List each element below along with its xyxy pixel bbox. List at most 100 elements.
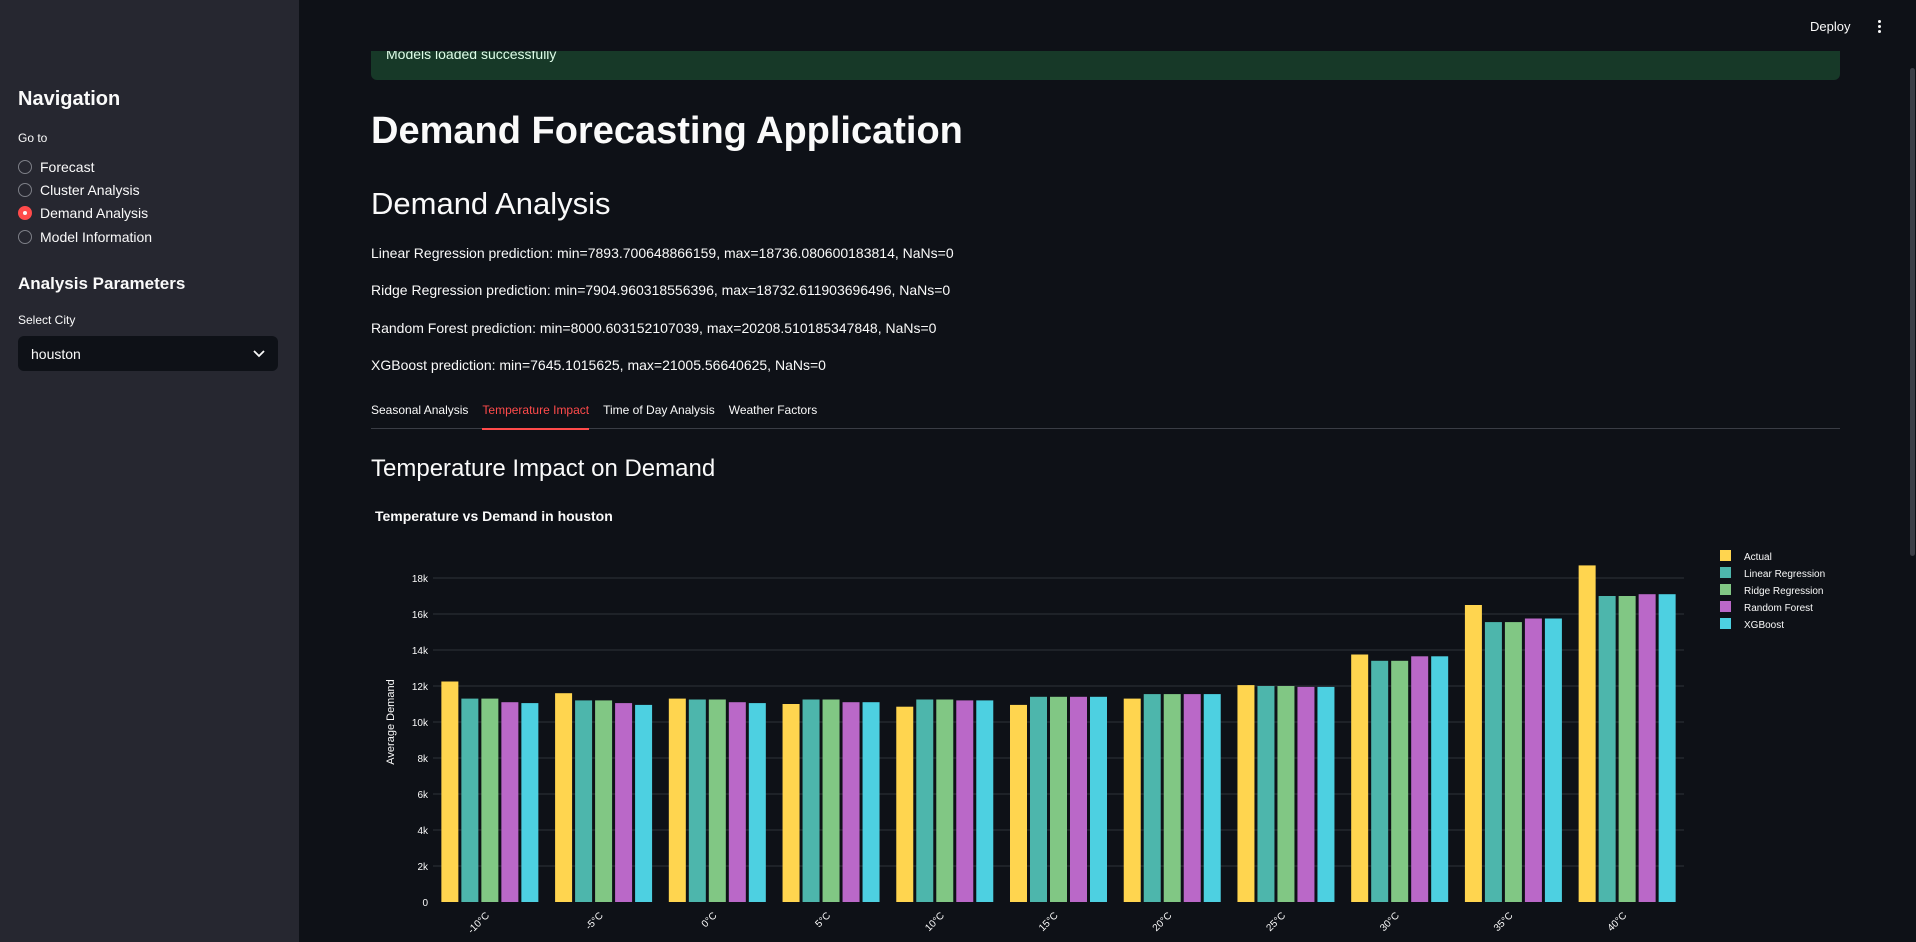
x-tick-label: 5°C: [814, 910, 834, 930]
bar-xgboost: [521, 703, 539, 902]
legend-swatch: [1720, 618, 1731, 629]
tab-seasonal-analysis[interactable]: Seasonal Analysis: [371, 403, 469, 417]
radio-selected-icon: [18, 206, 32, 221]
prediction-line: Linear Regression prediction: min=7893.7…: [371, 245, 954, 261]
y-tick-label: 12k: [412, 682, 429, 693]
radio-unselected-icon: [18, 159, 32, 174]
nav-option-demand-analysis[interactable]: Demand Analysis: [18, 202, 152, 225]
bar-linear-regression: [916, 699, 934, 902]
nav-option-label: Forecast: [40, 158, 95, 175]
bar-ridge-regression: [822, 699, 840, 902]
x-tick-label: 40°C: [1606, 910, 1630, 934]
x-tick-label: 15°C: [1037, 910, 1061, 934]
legend-swatch: [1720, 550, 1731, 561]
sidebar: Navigation Go to Forecast Cluster Analysi…: [0, 0, 299, 942]
legend-swatch: [1720, 601, 1731, 612]
bar-linear-regression: [688, 699, 706, 902]
bar-ridge-regression: [936, 699, 954, 902]
bar-random-forest: [615, 703, 633, 902]
x-tick-label: 30°C: [1378, 910, 1402, 934]
bar-linear-regression: [575, 700, 593, 902]
legend-label: Linear Regression: [1744, 569, 1825, 580]
bar-random-forest: [842, 702, 860, 902]
x-tick-label: 20°C: [1151, 910, 1175, 934]
subsection-title: Temperature Impact on Demand: [371, 455, 716, 482]
bar-linear-regression: [461, 698, 479, 902]
bar-xgboost: [1431, 656, 1449, 902]
tab-temperature-impact[interactable]: Temperature Impact: [482, 398, 589, 430]
prediction-line: Ridge Regression prediction: min=7904.96…: [371, 282, 951, 298]
y-tick-label: 8k: [417, 754, 429, 765]
bar-ridge-regression: [595, 700, 613, 902]
bar-random-forest: [1297, 686, 1315, 902]
nav-option-label: Model Information: [40, 228, 153, 245]
scrollbar[interactable]: [1910, 68, 1915, 556]
bar-random-forest: [728, 702, 746, 902]
nav-option-label: Demand Analysis: [40, 205, 149, 222]
section-title: Demand Analysis: [371, 186, 611, 221]
nav-option-model-information[interactable]: Model Information: [18, 225, 152, 248]
bar-linear-regression: [1030, 696, 1047, 902]
bar-ridge-regression: [1391, 660, 1409, 902]
nav-option-label: Cluster Analysis: [40, 181, 140, 198]
city-select-value: houston: [31, 345, 81, 362]
y-axis-label: Average Demand: [385, 679, 397, 764]
bar-random-forest: [1524, 618, 1542, 902]
city-select[interactable]: houston: [18, 336, 278, 371]
nav-option-cluster-analysis[interactable]: Cluster Analysis: [18, 178, 152, 201]
radio-unselected-icon: [18, 229, 32, 244]
legend-label: Random Forest: [1744, 603, 1813, 614]
bar-ridge-regression: [481, 698, 499, 902]
bar-xgboost: [748, 703, 766, 902]
navigation-heading: Navigation: [18, 88, 121, 110]
bar-actual: [1351, 654, 1369, 902]
bar-xgboost: [1658, 594, 1676, 902]
bar-linear-regression: [1257, 686, 1275, 902]
nav-option-forecast[interactable]: Forecast: [18, 155, 152, 178]
bar-xgboost: [976, 700, 994, 902]
bar-linear-regression: [1598, 596, 1616, 902]
bar-actual: [1464, 605, 1482, 902]
bar-actual: [555, 693, 573, 902]
y-tick-label: 6k: [417, 790, 429, 801]
bar-linear-regression: [1143, 694, 1161, 902]
legend-label: Actual: [1744, 552, 1772, 563]
bar-xgboost: [862, 702, 880, 902]
prediction-line: Random Forest prediction: min=8000.60315…: [371, 320, 937, 336]
bar-ridge-regression: [1050, 696, 1067, 902]
analysis-tabs: Seasonal Analysis Temperature Impact Time …: [371, 398, 1840, 430]
bar-random-forest: [1183, 694, 1201, 902]
tab-weather-factors[interactable]: Weather Factors: [728, 403, 818, 417]
navigation-radio-group: Forecast Cluster Analysis Demand Analysis M…: [18, 155, 152, 248]
y-tick-label: 2k: [417, 862, 429, 873]
tab-time-of-day-analysis[interactable]: Time of Day Analysis: [603, 403, 715, 417]
y-tick-label: 10k: [412, 718, 429, 729]
success-alert: Models loaded successfully: [371, 51, 1840, 80]
bar-linear-regression: [1484, 622, 1502, 902]
bar-actual: [1237, 685, 1255, 902]
legend-swatch: [1720, 584, 1731, 595]
bar-xgboost: [635, 704, 653, 902]
radio-unselected-icon: [18, 182, 32, 197]
bar-actual: [668, 698, 686, 902]
x-tick-label: -5°C: [584, 910, 606, 932]
chevron-down-icon: [253, 349, 265, 357]
deploy-button[interactable]: Deploy: [1810, 19, 1851, 34]
bar-random-forest: [1411, 656, 1429, 902]
x-tick-label: 25°C: [1264, 910, 1288, 934]
bar-actual: [1010, 704, 1027, 902]
bar-actual: [1578, 565, 1596, 902]
bar-actual: [441, 681, 459, 902]
select-city-label: Select City: [18, 313, 76, 327]
success-message: Models loaded successfully: [386, 51, 557, 62]
bar-ridge-regression: [1504, 622, 1522, 902]
legend-label: XGBoost: [1744, 620, 1784, 631]
legend-swatch: [1720, 567, 1731, 578]
bar-random-forest: [956, 700, 974, 902]
bar-xgboost: [1090, 696, 1107, 902]
bar-ridge-regression: [1163, 694, 1181, 902]
bar-xgboost: [1317, 686, 1335, 902]
bar-xgboost: [1203, 694, 1221, 902]
vertical-dots-icon[interactable]: [1876, 20, 1882, 36]
